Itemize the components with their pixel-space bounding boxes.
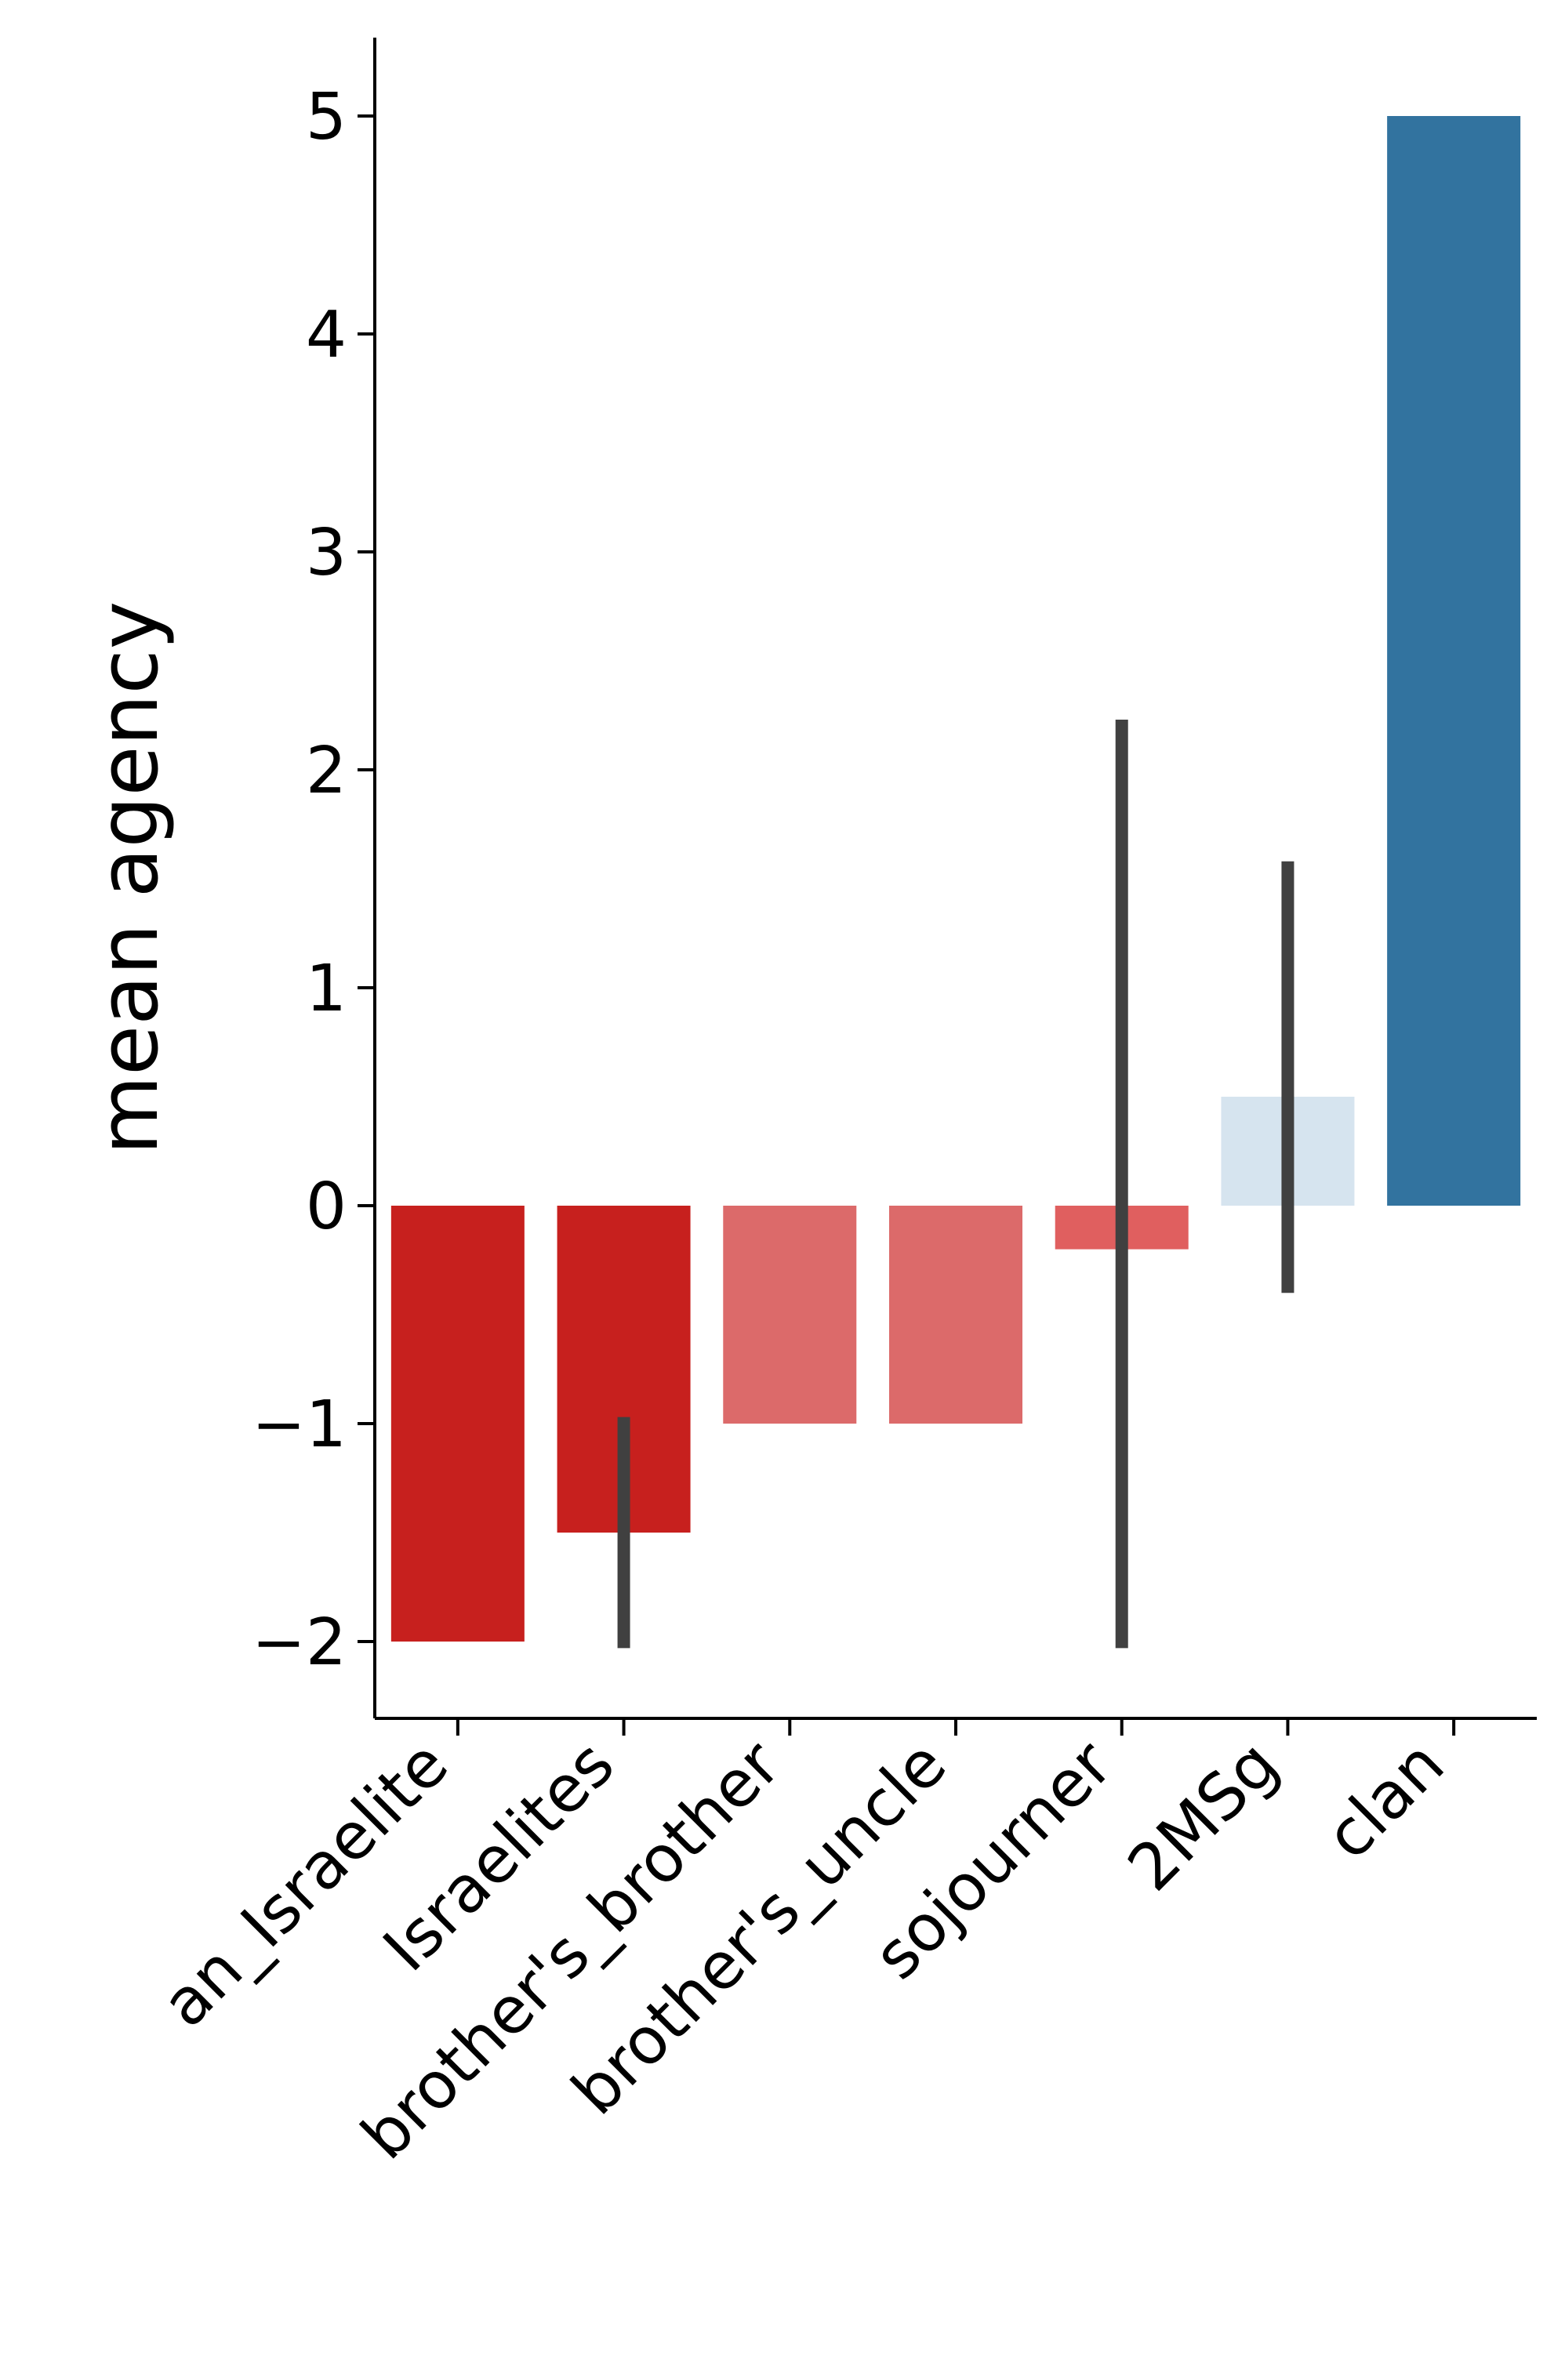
y-tick-label-3: 1 [306, 952, 347, 1026]
y-tick-label-1: −1 [252, 1388, 347, 1462]
x-tick-label-0: an_Israelite [148, 1727, 463, 2041]
x-tick-label-6: clan [1312, 1727, 1458, 1874]
error-bars-layer [617, 720, 1294, 1649]
y-tick-label-4: 2 [306, 734, 347, 808]
bar-0 [390, 1206, 525, 1642]
y-tick-label-6: 4 [306, 298, 347, 372]
bar-6 [1387, 116, 1521, 1206]
bar-3 [889, 1206, 1022, 1424]
y-tick-label-7: 5 [306, 80, 347, 154]
x-tick-label-5: 2MSg [1114, 1727, 1293, 1906]
bars-layer [390, 116, 1521, 1642]
bar-2 [723, 1206, 857, 1424]
y-axis-label: mean agency [81, 601, 176, 1155]
y-tick-label-2: 0 [306, 1170, 347, 1244]
y-tick-label-0: −2 [252, 1605, 347, 1680]
y-tick-label-5: 3 [306, 516, 347, 590]
